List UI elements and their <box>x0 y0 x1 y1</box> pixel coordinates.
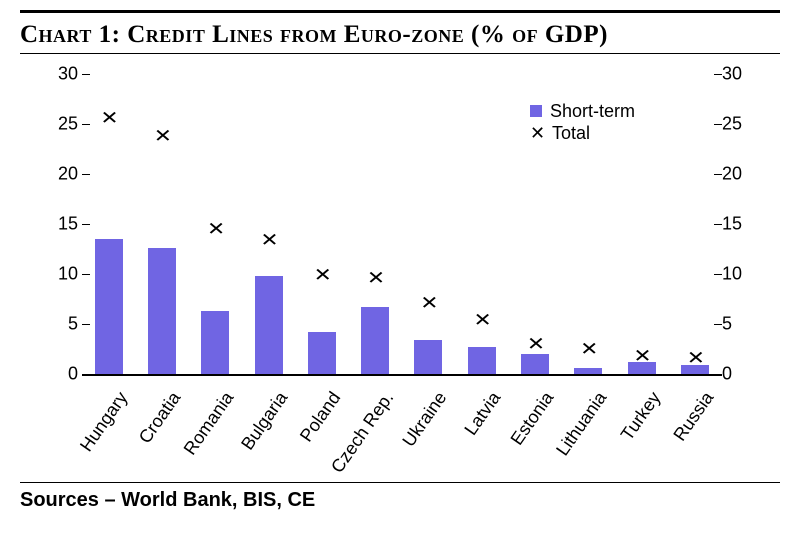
chart-title: Chart 1: Credit Lines from Euro-zone (% … <box>20 21 780 49</box>
x-tick-label: Hungary <box>76 388 132 456</box>
source-text: Sources – World Bank, BIS, CE <box>20 489 780 512</box>
x-tick-label: Estonia <box>507 388 559 449</box>
x-tick-label: Croatia <box>135 388 185 448</box>
x-tick-label: Ukraine <box>399 388 452 451</box>
legend: Short-term ✕ Total <box>530 100 635 144</box>
legend-item: Short-term <box>530 100 635 122</box>
y-tick-label-left: 10 <box>36 264 78 285</box>
bar <box>414 340 442 374</box>
y-tick-label-right: 15 <box>722 214 764 235</box>
bar <box>255 276 283 374</box>
y-tick-label-left: 25 <box>36 114 78 135</box>
total-marker: ✕ <box>154 127 170 146</box>
x-tick-label: Romania <box>180 388 239 459</box>
total-marker: ✕ <box>207 220 223 239</box>
y-tick-label-left: 30 <box>36 64 78 85</box>
x-axis-baseline <box>82 374 722 376</box>
bar <box>201 311 229 374</box>
total-marker: ✕ <box>367 269 383 288</box>
bar <box>361 307 389 374</box>
bar <box>521 354 549 374</box>
y-tick-label-right: 30 <box>722 64 764 85</box>
bar <box>95 239 123 374</box>
x-tick-label: Russia <box>669 388 718 445</box>
x-tick-label: Latvia <box>460 388 505 439</box>
total-marker: ✕ <box>580 340 596 359</box>
rule-top <box>20 10 780 13</box>
bar <box>468 347 496 374</box>
y-tick-label-left: 5 <box>36 314 78 335</box>
total-marker: ✕ <box>260 231 276 250</box>
y-tick-label-left: 20 <box>36 164 78 185</box>
legend-item: ✕ Total <box>530 122 635 144</box>
legend-label: Short-term <box>550 101 635 122</box>
chart: 0 0 5 5 10 10 15 15 20 20 25 25 30 30 ✕ ✕ ✕ ✕ ✕ ✕ ✕ ✕ ✕ ✕ ✕ ✕ Hu… <box>30 60 770 480</box>
x-tick-label: Turkey <box>616 388 664 445</box>
total-marker: ✕ <box>687 349 703 368</box>
y-tick-label-right: 10 <box>722 264 764 285</box>
y-tick-label-left: 15 <box>36 214 78 235</box>
bar <box>148 248 176 374</box>
rule-above-source <box>20 482 780 483</box>
x-tick-label: Poland <box>296 388 345 446</box>
x-tick-label: Bulgaria <box>237 388 292 454</box>
total-marker: ✕ <box>527 335 543 354</box>
total-marker: ✕ <box>100 109 116 128</box>
total-marker: ✕ <box>474 311 490 330</box>
y-tick-label-right: 5 <box>722 314 764 335</box>
y-tick-label-right: 25 <box>722 114 764 135</box>
rule-under-title <box>20 53 780 54</box>
y-tick-label-right: 20 <box>722 164 764 185</box>
total-marker: ✕ <box>314 266 330 285</box>
x-tick-label: Lithuania <box>552 388 611 460</box>
y-tick-label-left: 0 <box>36 364 78 385</box>
legend-square-icon <box>530 105 542 117</box>
total-marker: ✕ <box>633 347 649 366</box>
total-marker: ✕ <box>420 294 436 313</box>
legend-x-icon: ✕ <box>530 124 544 142</box>
y-tick-label-right: 0 <box>722 364 764 385</box>
legend-label: Total <box>552 123 590 144</box>
bar <box>308 332 336 374</box>
